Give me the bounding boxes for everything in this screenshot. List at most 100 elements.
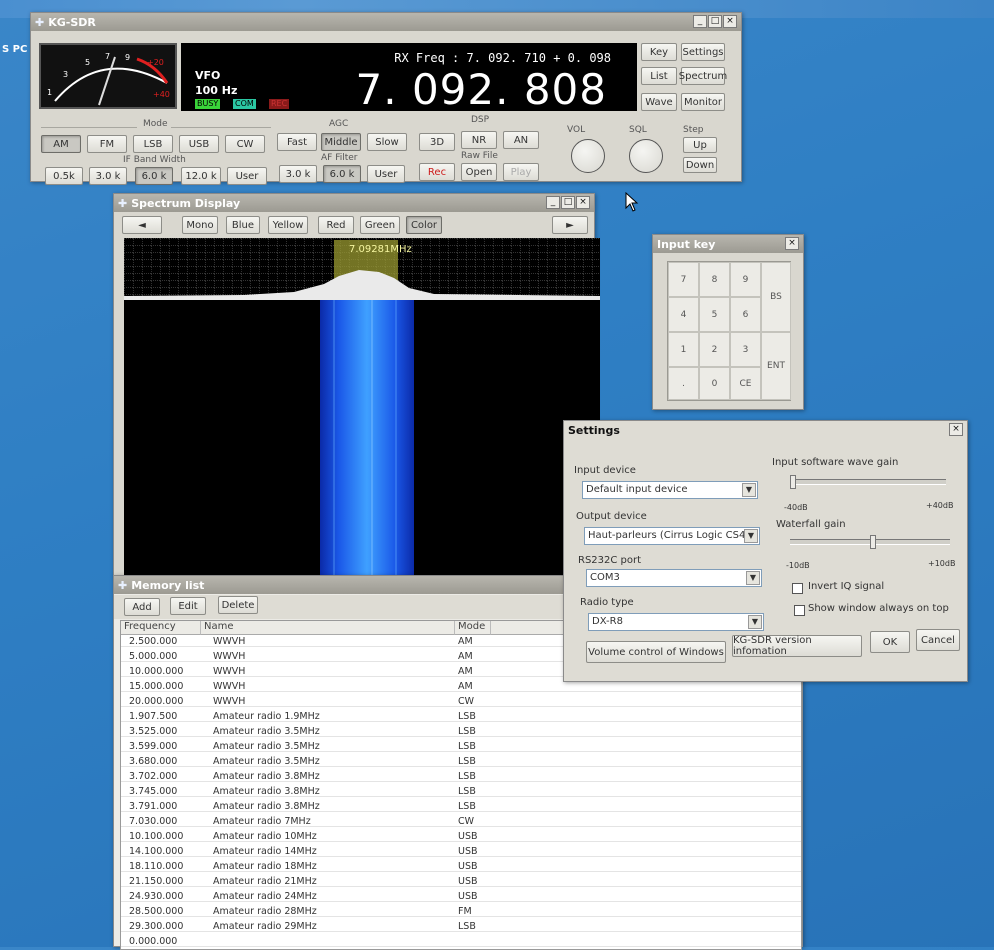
rs232c-select[interactable]: COM3 ▼ (586, 569, 762, 587)
af-user-button[interactable]: User (367, 165, 405, 183)
key-6[interactable]: 6 (730, 297, 761, 332)
table-row[interactable]: 18.110.000 Amateur radio 18MHz USB (121, 861, 801, 872)
table-row[interactable]: 3.791.000 Amateur radio 3.8MHz LSB (121, 801, 801, 812)
ifbw-12k-button[interactable]: 12.0 k (181, 167, 221, 185)
table-row[interactable]: 15.000.000 WWVH AM (121, 681, 801, 692)
key-4[interactable]: 4 (668, 297, 699, 332)
invert-iq-checkbox[interactable] (792, 583, 803, 594)
mode-am-button[interactable]: AM (41, 135, 81, 153)
table-row[interactable]: 0.000.000 (121, 936, 801, 947)
ifbw-user-button[interactable]: User (227, 167, 267, 185)
settings-button[interactable]: Settings (681, 43, 725, 61)
output-device-select[interactable]: Haut-parleurs (Cirrus Logic CS4 ▼ (584, 527, 760, 545)
ok-button[interactable]: OK (870, 631, 910, 653)
table-row[interactable]: 5.000.000 WWVH AM (121, 651, 801, 662)
color-blue-button[interactable]: Blue (226, 216, 260, 234)
table-row[interactable]: 3.702.000 Amateur radio 3.8MHz LSB (121, 771, 801, 782)
edit-button[interactable]: Edit (170, 597, 206, 615)
dropdown-arrow-icon[interactable]: ▼ (742, 483, 756, 497)
cancel-button[interactable]: Cancel (916, 629, 960, 651)
close-button[interactable]: × (949, 423, 963, 436)
volume-control-button[interactable]: Volume control of Windows (586, 641, 726, 663)
key-5[interactable]: 5 (699, 297, 730, 332)
agc-fast-button[interactable]: Fast (277, 133, 317, 151)
table-row[interactable]: 10.100.000 Amateur radio 10MHz USB (121, 831, 801, 842)
table-row[interactable]: 3.745.000 Amateur radio 3.8MHz LSB (121, 786, 801, 797)
dsp-nr-button[interactable]: NR (461, 131, 497, 149)
mode-lsb-button[interactable]: LSB (133, 135, 173, 153)
color-red-button[interactable]: Red (318, 216, 354, 234)
list-button[interactable]: List (641, 67, 677, 85)
key-2[interactable]: 2 (699, 332, 730, 367)
step-down-button[interactable]: Down (683, 157, 717, 173)
table-row[interactable]: 24.930.000 Amateur radio 24MHz USB (121, 891, 801, 902)
color-mono-button[interactable]: Mono (182, 216, 218, 234)
mode-fm-button[interactable]: FM (87, 135, 127, 153)
table-row[interactable]: 28.500.000 Amateur radio 28MHz FM (121, 906, 801, 917)
color-color-button[interactable]: Color (406, 216, 442, 234)
table-row[interactable]: 10.000.000 WWVH AM (121, 666, 801, 677)
input-key-titlebar[interactable]: Input key × (653, 235, 803, 253)
color-green-button[interactable]: Green (360, 216, 400, 234)
key-7[interactable]: 7 (668, 262, 699, 297)
af-6k-button[interactable]: 6.0 k (323, 165, 361, 183)
key-9[interactable]: 9 (730, 262, 761, 297)
dsp-3d-button[interactable]: 3D (419, 133, 455, 151)
agc-middle-button[interactable]: Middle (321, 133, 361, 151)
maximize-button[interactable]: □ (561, 196, 575, 209)
ifbw-05k-button[interactable]: 0.5k (45, 167, 83, 185)
input-device-select[interactable]: Default input device ▼ (582, 481, 758, 499)
dropdown-arrow-icon[interactable]: ▼ (748, 615, 762, 629)
monitor-button[interactable]: Monitor (681, 93, 725, 111)
column-header-name[interactable]: Name (201, 621, 455, 635)
close-button[interactable]: × (785, 237, 799, 250)
volume-knob[interactable] (571, 139, 605, 173)
dsp-an-button[interactable]: AN (503, 131, 539, 149)
column-header-frequency[interactable]: Frequency (121, 621, 201, 635)
close-button[interactable]: × (723, 15, 737, 28)
open-button[interactable]: Open (461, 163, 497, 181)
desktop-icon-label[interactable]: S PC (2, 44, 28, 55)
table-row[interactable]: 3.680.000 Amateur radio 3.5MHz LSB (121, 756, 801, 767)
key-bs[interactable]: BS (761, 262, 791, 332)
delete-button[interactable]: Delete (218, 596, 258, 614)
always-on-top-checkbox[interactable] (794, 605, 805, 616)
spectrum-waterfall[interactable]: 7.09281MHz (124, 238, 600, 578)
column-header-mode[interactable]: Mode (455, 621, 491, 635)
table-row[interactable]: 7.030.000 Amateur radio 7MHz CW (121, 816, 801, 827)
maximize-button[interactable]: □ (708, 15, 722, 28)
main-titlebar[interactable]: ✚ KG-SDR _ □ × (31, 13, 741, 31)
key-ce[interactable]: CE (730, 367, 761, 400)
key-8[interactable]: 8 (699, 262, 730, 297)
minimize-button[interactable]: _ (693, 15, 707, 28)
play-button[interactable]: Play (503, 163, 539, 181)
scroll-left-button[interactable]: ◄ (122, 216, 162, 234)
agc-slow-button[interactable]: Slow (367, 133, 407, 151)
key-0[interactable]: 0 (699, 367, 730, 400)
dropdown-arrow-icon[interactable]: ▼ (746, 571, 760, 585)
table-row[interactable]: 1.907.500 Amateur radio 1.9MHz LSB (121, 711, 801, 722)
version-info-button[interactable]: KG-SDR version infomation (732, 635, 862, 657)
spectrum-titlebar[interactable]: ✚ Spectrum Display _ □ × (114, 194, 594, 212)
wave-gain-slider[interactable] (790, 479, 946, 485)
table-row[interactable]: 20.000.000 WWVH CW (121, 696, 801, 707)
key-3[interactable]: 3 (730, 332, 761, 367)
dropdown-arrow-icon[interactable]: ▼ (744, 529, 758, 543)
color-yellow-button[interactable]: Yellow (268, 216, 308, 234)
key-1[interactable]: 1 (668, 332, 699, 367)
scroll-right-button[interactable]: ► (552, 216, 588, 234)
mode-cw-button[interactable]: CW (225, 135, 265, 153)
close-button[interactable]: × (576, 196, 590, 209)
step-up-button[interactable]: Up (683, 137, 717, 153)
wave-gain-thumb[interactable] (790, 475, 796, 489)
table-row[interactable]: 2.500.000 WWVH AM (121, 636, 801, 647)
table-row[interactable]: 21.150.000 Amateur radio 21MHz USB (121, 876, 801, 887)
ifbw-6k-button[interactable]: 6.0 k (135, 167, 173, 185)
key-button[interactable]: Key (641, 43, 677, 61)
table-row[interactable]: 3.599.000 Amateur radio 3.5MHz LSB (121, 741, 801, 752)
mode-usb-button[interactable]: USB (179, 135, 219, 153)
table-row[interactable]: 3.525.000 Amateur radio 3.5MHz LSB (121, 726, 801, 737)
minimize-button[interactable]: _ (546, 196, 560, 209)
rec-button[interactable]: Rec (419, 163, 455, 181)
table-row[interactable]: 29.300.000 Amateur radio 29MHz LSB (121, 921, 801, 932)
